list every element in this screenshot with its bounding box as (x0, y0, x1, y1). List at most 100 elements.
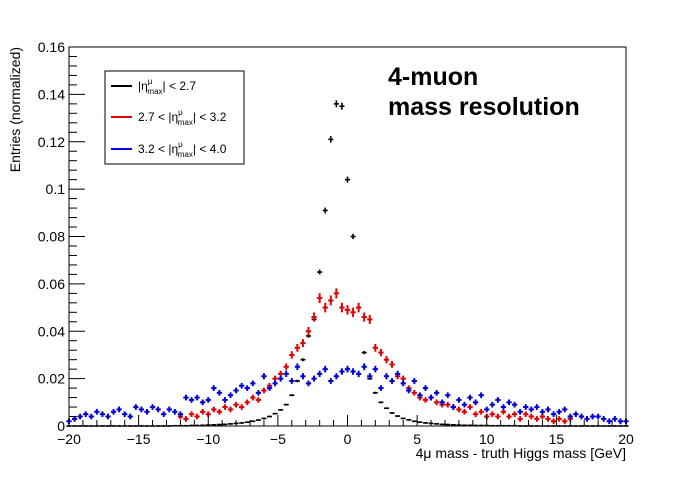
x-tick-label: 0 (344, 431, 352, 447)
data-point (228, 423, 234, 425)
data-point (211, 385, 217, 391)
legend-entry-1: |ημ max| < 2.7 (111, 77, 196, 96)
data-point (395, 415, 401, 417)
data-point (539, 408, 546, 415)
data-point (255, 397, 262, 403)
data-point (478, 408, 484, 415)
data-point (328, 136, 334, 143)
data-point (355, 370, 362, 378)
data-point (417, 421, 423, 424)
data-point (606, 418, 612, 425)
data-point (445, 392, 451, 399)
data-point (378, 401, 384, 404)
legend-label: 2.7 < |ημ max| < 3.2 (138, 108, 227, 127)
x-tick-label: 15 (549, 431, 565, 447)
y-tick-label: 0.12 (38, 134, 65, 150)
data-point (422, 397, 429, 403)
data-point (278, 409, 284, 411)
annotation-line-2: mass resolution (388, 93, 580, 121)
data-point (244, 385, 250, 391)
data-point (250, 394, 256, 401)
data-point (77, 413, 83, 420)
data-point (250, 420, 256, 423)
data-point (305, 326, 312, 336)
data-point (322, 302, 328, 313)
data-point (283, 403, 289, 406)
data-point (133, 404, 139, 410)
data-point (250, 380, 256, 387)
data-point (367, 314, 373, 324)
data-point (283, 363, 289, 371)
y-tick-label: 0.04 (38, 323, 65, 339)
data-point (239, 422, 245, 424)
data-point (495, 413, 501, 420)
data-point (339, 368, 345, 375)
data-point (355, 302, 362, 313)
data-point (389, 378, 395, 384)
data-point (383, 373, 390, 380)
data-point (467, 394, 473, 401)
y-tick-label: 0.06 (38, 276, 65, 292)
data-point (506, 399, 512, 406)
data-point (511, 401, 518, 408)
y-tick-label: 0.1 (46, 181, 66, 197)
data-point (434, 423, 440, 425)
data-point (545, 406, 551, 413)
data-point (216, 423, 222, 426)
data-point (350, 307, 356, 317)
data-point (556, 408, 562, 415)
data-point (489, 411, 495, 417)
data-point (450, 404, 456, 410)
data-point (601, 416, 607, 422)
data-point (127, 413, 133, 420)
data-point (467, 404, 473, 410)
data-point (110, 408, 117, 415)
data-point (216, 389, 223, 396)
data-point (433, 399, 440, 406)
data-point (105, 413, 111, 420)
data-point (433, 389, 440, 396)
data-point (339, 102, 345, 110)
data-point (344, 176, 351, 183)
data-point (511, 411, 518, 417)
data-point (333, 100, 339, 108)
data-point (322, 365, 328, 373)
data-point (278, 375, 284, 382)
data-point (445, 401, 451, 408)
data-point (589, 413, 596, 420)
data-point (283, 370, 289, 378)
data-point (294, 379, 300, 383)
data-point (456, 397, 462, 403)
data-point (372, 343, 378, 352)
data-point (166, 406, 172, 413)
data-point (94, 408, 100, 415)
data-point (383, 407, 389, 410)
data-point (617, 418, 624, 425)
y-tick-label: 0.14 (38, 86, 65, 102)
data-point (272, 380, 278, 387)
data-point (222, 404, 228, 410)
data-point (99, 411, 106, 417)
x-tick-label: 20 (618, 431, 634, 447)
data-point (361, 312, 367, 322)
data-point (394, 370, 401, 378)
legend-label: 3.2 < |ημ max| < 4.0 (138, 140, 227, 159)
data-point (406, 387, 412, 394)
data-point (361, 350, 367, 355)
data-point (216, 408, 223, 415)
data-point (344, 365, 351, 373)
x-tick-label: −10 (196, 431, 220, 447)
legend-entry-2: 2.7 < |ημ max| < 3.2 (111, 108, 227, 127)
data-point (122, 411, 128, 417)
y-axis-title: Entries (normalized) (7, 47, 23, 172)
data-point (244, 399, 250, 406)
data-point (500, 404, 507, 410)
data-point (534, 404, 540, 410)
data-point (612, 416, 618, 422)
data-point (400, 417, 406, 420)
data-point (411, 389, 417, 396)
data-point (350, 368, 356, 375)
y-tick-label: 0.16 (38, 39, 65, 55)
